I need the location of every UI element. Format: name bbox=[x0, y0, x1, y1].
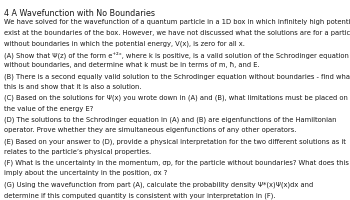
Text: (A) Show that Ψ(z) of the form e⁺²ˣ, where k is positive, is a valid solution of: (A) Show that Ψ(z) of the form e⁺²ˣ, whe… bbox=[4, 52, 349, 59]
Text: the value of the energy E?: the value of the energy E? bbox=[4, 106, 93, 112]
Text: imply about the uncertainty in the position, σx ?: imply about the uncertainty in the posit… bbox=[4, 170, 167, 176]
Text: (F) What is the uncertainty in the momentum, σp, for the particle without bounda: (F) What is the uncertainty in the momen… bbox=[4, 160, 349, 166]
Text: operator. Prove whether they are simultaneous eigenfunctions of any other operat: operator. Prove whether they are simulta… bbox=[4, 127, 296, 133]
Text: (G) Using the wavefunction from part (A), calculate the probability density Ψ*(x: (G) Using the wavefunction from part (A)… bbox=[4, 181, 314, 188]
Text: We have solved for the wavefunction of a quantum particle in a 1D box in which i: We have solved for the wavefunction of a… bbox=[4, 19, 350, 25]
Text: without boundaries in which the potential energy, V(x), is zero for all x.: without boundaries in which the potentia… bbox=[4, 41, 245, 47]
Text: (E) Based on your answer to (D), provide a physical interpretation for the two d: (E) Based on your answer to (D), provide… bbox=[4, 138, 346, 145]
Text: exist at the boundaries of the box. However, we have not discussed what the solu: exist at the boundaries of the box. Howe… bbox=[4, 30, 350, 36]
Text: determine if this computed quantity is consistent with your interpretation in (F: determine if this computed quantity is c… bbox=[4, 192, 276, 199]
Text: (B) There is a second equally valid solution to the Schrodinger equation without: (B) There is a second equally valid solu… bbox=[4, 73, 350, 80]
Text: without boundaries, and determine what k must be in terms of m, ħ, and E.: without boundaries, and determine what k… bbox=[4, 62, 260, 68]
Text: relates to the particle’s physical properties.: relates to the particle’s physical prope… bbox=[4, 149, 151, 155]
Text: 4 A Wavefunction with No Boundaries: 4 A Wavefunction with No Boundaries bbox=[4, 9, 155, 18]
Text: this is and show that it is also a solution.: this is and show that it is also a solut… bbox=[4, 84, 142, 90]
Text: (D) The solutions to the Schrodinger equation in (A) and (B) are eigenfunctions : (D) The solutions to the Schrodinger equ… bbox=[4, 116, 337, 123]
Text: (C) Based on the solutions for Ψ(x) you wrote down in (A) and (B), what limitati: (C) Based on the solutions for Ψ(x) you … bbox=[4, 95, 348, 101]
